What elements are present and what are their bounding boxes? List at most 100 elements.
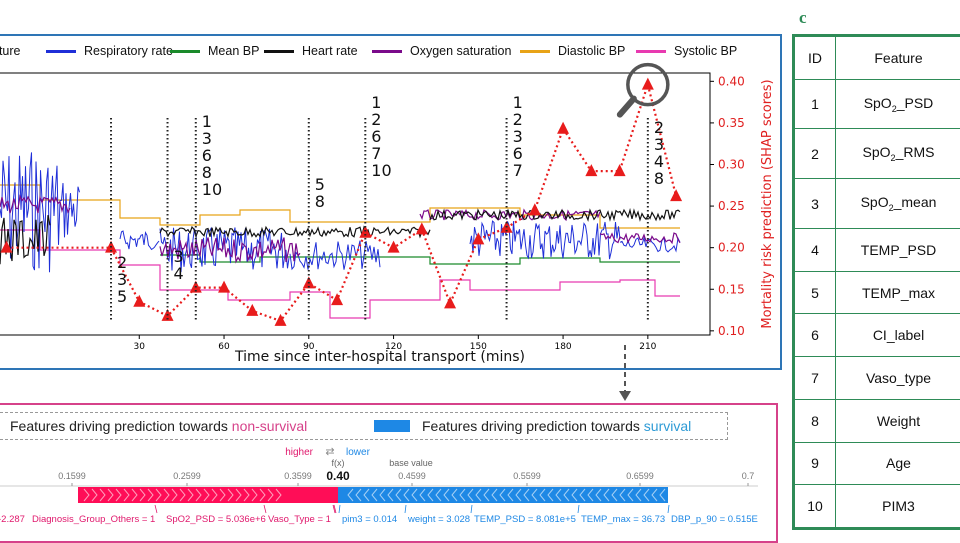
risk-point [246,304,258,316]
non-survival-legend: Features driving prediction towards non-… [10,418,307,434]
y-tick-label: 0.35 [718,116,745,130]
row-id: 1 [795,79,836,129]
row-id: 5 [795,271,836,314]
x-tick-label: 180 [554,342,571,352]
respiratory-trace-d [290,241,380,270]
respiratory-trace-e [470,221,620,259]
annotation-label: 7 [513,161,523,180]
positive-force-bar [78,487,338,503]
row-feature: SpO2_mean [836,179,960,229]
negative-feature-label: TEMP_max = 36.73 [581,514,665,525]
higher-label: higher [285,447,313,458]
x-tick-label: 30 [134,342,146,352]
fx-label: f(x) [332,458,345,468]
row-feature: SpO2_PSD [836,79,960,129]
force-axis-tick-label: 0.5599 [513,471,541,481]
risk-point [275,314,287,326]
risk-point [529,203,541,215]
positive-feature-label: Vaso_Type = 1 [268,514,331,525]
force-axis-tick-label: 0.1599 [58,471,86,481]
feature-suffix: _mean [894,194,937,210]
survival-prefix: Features driving prediction towards [422,418,644,434]
row-feature: Weight [836,399,960,442]
y-tick-label: 0.15 [718,282,745,296]
row-feature: Age [836,442,960,485]
heart-rate-trace-b [160,227,430,237]
non-survival-label: non-survival [232,418,307,434]
feature-connector [471,505,472,513]
risk-point [670,189,682,201]
positive-feature-label: SpO2_PSD = 5.036e+6 [166,514,266,525]
header-id: ID [795,37,836,80]
row-feature: CI_label [836,314,960,357]
feature-connector [264,505,266,513]
row-feature: TEMP_PSD [836,228,960,271]
y-tick-label: 0.30 [718,157,745,171]
feature-name: SpO [861,194,889,210]
heart-rate-trace-a [0,215,50,264]
y-tick-label: 0.25 [718,199,745,213]
feature-name: Weight [877,413,920,429]
annotation-label: 5 [117,287,127,306]
risk-point [388,241,400,253]
survival-legend: Features driving prediction towards surv… [422,418,691,434]
risk-point [642,78,654,90]
annotation-label: 4 [174,264,184,283]
force-plot-legend: Features driving prediction towards non-… [0,412,728,440]
row-id: 6 [795,314,836,357]
table-row: 5 TEMP_max [795,271,960,314]
row-id: 9 [795,442,836,485]
row-feature: Vaso_type [836,357,960,400]
base-value-label: base value [389,458,433,468]
x-axis-label: Time since inter-hospital transport (min… [234,349,525,365]
plot-frame [0,73,710,335]
negative-feature-label: DBP_p_90 = 0.515E [671,514,758,525]
y-axis-label: Mortality risk prediction (SHAP scores) [760,79,775,328]
row-feature: PIM3 [836,485,960,528]
x-tick-label: 210 [639,342,656,352]
diastolic-bp-trace [0,185,680,228]
positive-feature-label: -2.287 [0,514,25,525]
feature-name: TEMP_max [862,285,935,301]
negative-feature-label: weight = 3.028 [407,514,470,525]
force-axis-tick-label: 0.4599 [398,471,426,481]
feature-connector [668,505,669,513]
row-id: 4 [795,228,836,271]
feature-name: SpO [863,144,891,160]
row-id: 2 [795,129,836,179]
panel-label: c [799,8,807,28]
force-axis-tick-label: 0.3599 [284,471,312,481]
x-tick-label: 60 [218,342,230,352]
spo2-trace-d [600,233,680,243]
feature-connector [339,505,340,513]
swap-icon: ⇄ [325,445,334,458]
row-feature: SpO2_RMS [836,129,960,179]
table-row: 6 CI_label [795,314,960,357]
annotation-label: 10 [202,180,222,199]
y-tick-label: 0.20 [718,241,745,255]
feature-name: CI_label [873,327,924,343]
negative-feature-label: pim3 = 0.014 [342,514,397,525]
risk-point [557,122,569,134]
feature-suffix: _PSD [897,95,934,111]
feature-name: SpO [864,95,892,111]
non-survival-prefix: Features driving prediction towards [10,418,232,434]
feature-connector [578,505,579,513]
row-id: 10 [795,485,836,528]
positive-feature-label: Diagnosis_Group_Others = 1 [32,514,155,525]
survival-legend-swatch [374,420,410,432]
lower-label: lower [346,447,371,458]
risk-point [416,222,428,234]
row-id: 7 [795,357,836,400]
survival-label: survival [644,418,691,434]
fx-value: 0.40 [326,469,350,483]
annotation-label: 8 [654,169,664,188]
